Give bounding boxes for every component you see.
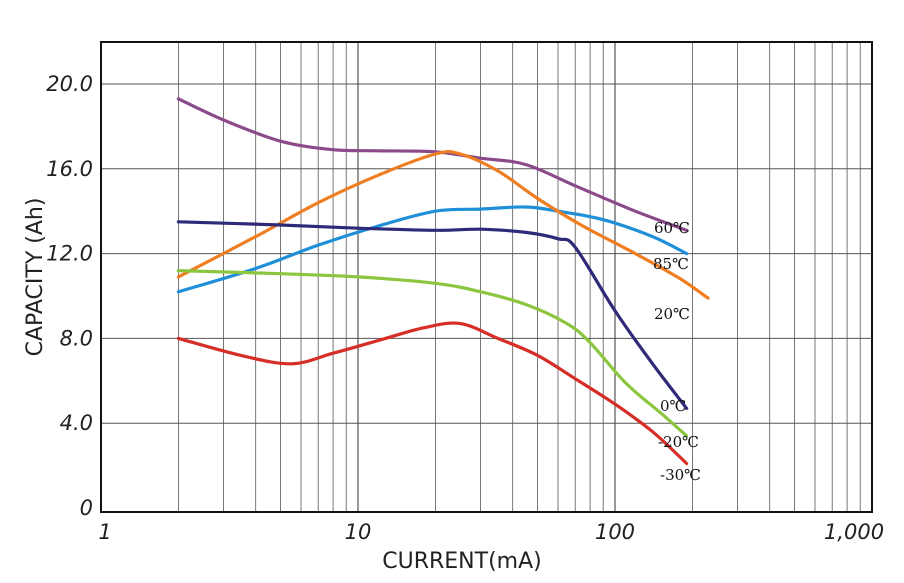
- series-label-85c: 85℃: [653, 255, 689, 273]
- series-labels: 60℃ 85℃ 20℃ 0℃ -20℃ -30℃: [653, 219, 701, 484]
- series-line-20c: [176, 149, 710, 300]
- series-label-60c: 60℃: [654, 219, 690, 237]
- x-axis-title: CURRENT(mA): [382, 549, 541, 574]
- y-tick-label: 20.0: [46, 72, 93, 96]
- x-tick-label: 1,000: [824, 520, 884, 544]
- grid: [101, 42, 872, 512]
- x-tick-label: 10: [345, 520, 372, 544]
- series-label-minus30c: -30℃: [660, 466, 701, 484]
- plot-area-frame: [100, 41, 873, 513]
- series-label-20c: 20℃: [654, 305, 690, 323]
- series-line-60c: [176, 97, 689, 232]
- x-tick-label: 100: [595, 520, 635, 544]
- y-axis-title: CAPACITY (Ah): [23, 198, 48, 357]
- y-tick-label: 12.0: [46, 242, 93, 266]
- series-line-minus30c: [176, 321, 689, 466]
- y-tick-label: 0: [80, 496, 93, 520]
- x-axis-tick-labels: 1 10 100 1,000: [98, 520, 884, 544]
- y-tick-label: 4.0: [60, 411, 93, 435]
- x-tick-label: 1: [98, 520, 111, 544]
- series-lines: [176, 97, 710, 466]
- y-tick-label: 16.0: [46, 157, 93, 181]
- series-line-85c: [176, 205, 689, 294]
- series-line-minus20c: [176, 269, 689, 438]
- y-tick-label: 8.0: [60, 326, 93, 350]
- series-label-0c: 0℃: [660, 397, 686, 415]
- series-line-0c: [176, 220, 689, 410]
- y-axis-tick-labels: 0 4.0 8.0 12.0 16.0 20.0: [46, 72, 93, 520]
- series-label-minus20c: -20℃: [658, 433, 699, 451]
